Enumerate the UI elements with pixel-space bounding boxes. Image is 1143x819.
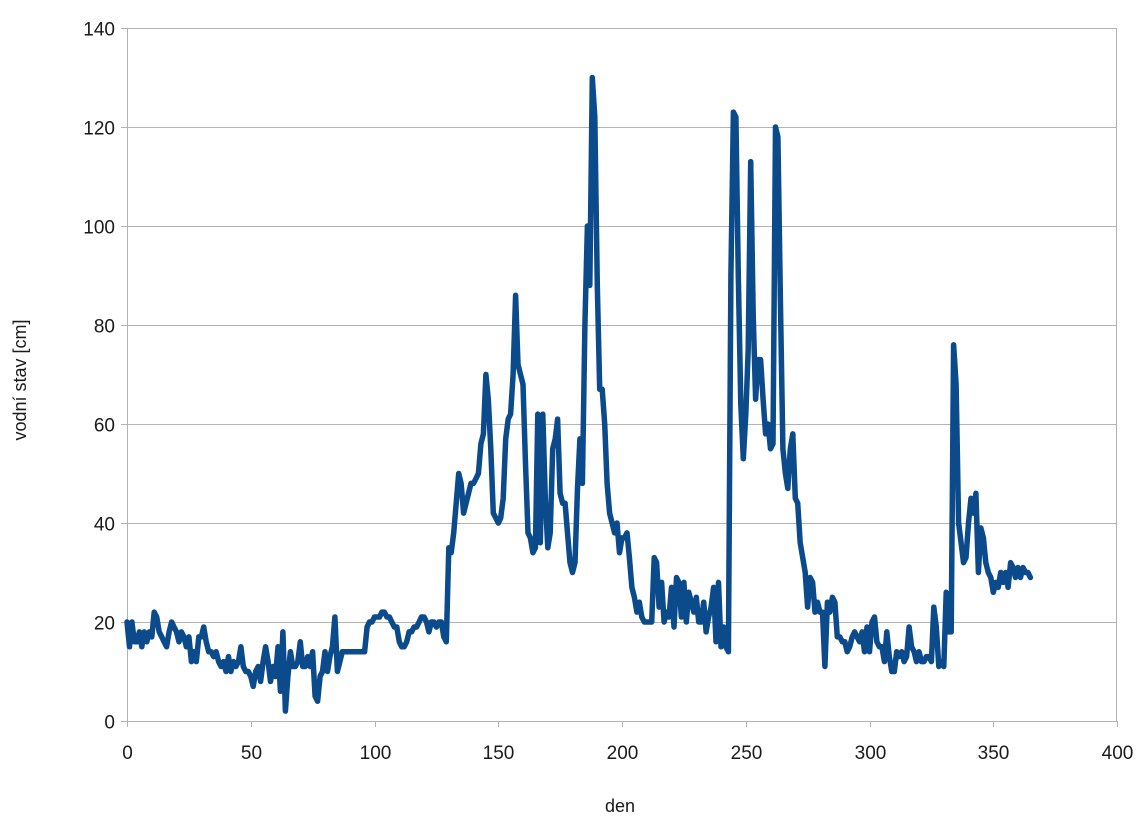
- series-line: [124, 74, 1034, 714]
- y-tick-labels: 0 20 40 60 80 100 120 140: [83, 20, 115, 734]
- x-tick-label: 400: [1102, 743, 1134, 764]
- x-tick-label: 200: [607, 743, 639, 764]
- series-layer: [124, 74, 1034, 714]
- y-tick-label: 0: [104, 713, 115, 734]
- y-axis-title: vodní stav [cm]: [10, 319, 30, 440]
- y-tick-label: 80: [94, 317, 115, 338]
- x-tick-label: 50: [241, 743, 262, 764]
- x-tick-labels: 0 50 100 150 200 250 300 350 400: [122, 743, 1133, 764]
- x-tick-label: 0: [122, 743, 133, 764]
- axes: [121, 28, 1118, 727]
- x-tick-label: 100: [360, 743, 392, 764]
- y-tick-label: 120: [83, 119, 115, 140]
- y-tick-label: 20: [94, 614, 115, 635]
- y-tick-label: 40: [94, 515, 115, 536]
- y-tick-label: 140: [83, 20, 115, 41]
- x-tick-label: 350: [978, 743, 1010, 764]
- x-axis-title: den: [605, 796, 635, 816]
- y-tick-label: 100: [83, 218, 115, 239]
- x-tick-label: 250: [731, 743, 763, 764]
- x-tick-label: 300: [855, 743, 887, 764]
- y-tick-label: 60: [94, 416, 115, 437]
- x-tick-label: 150: [483, 743, 515, 764]
